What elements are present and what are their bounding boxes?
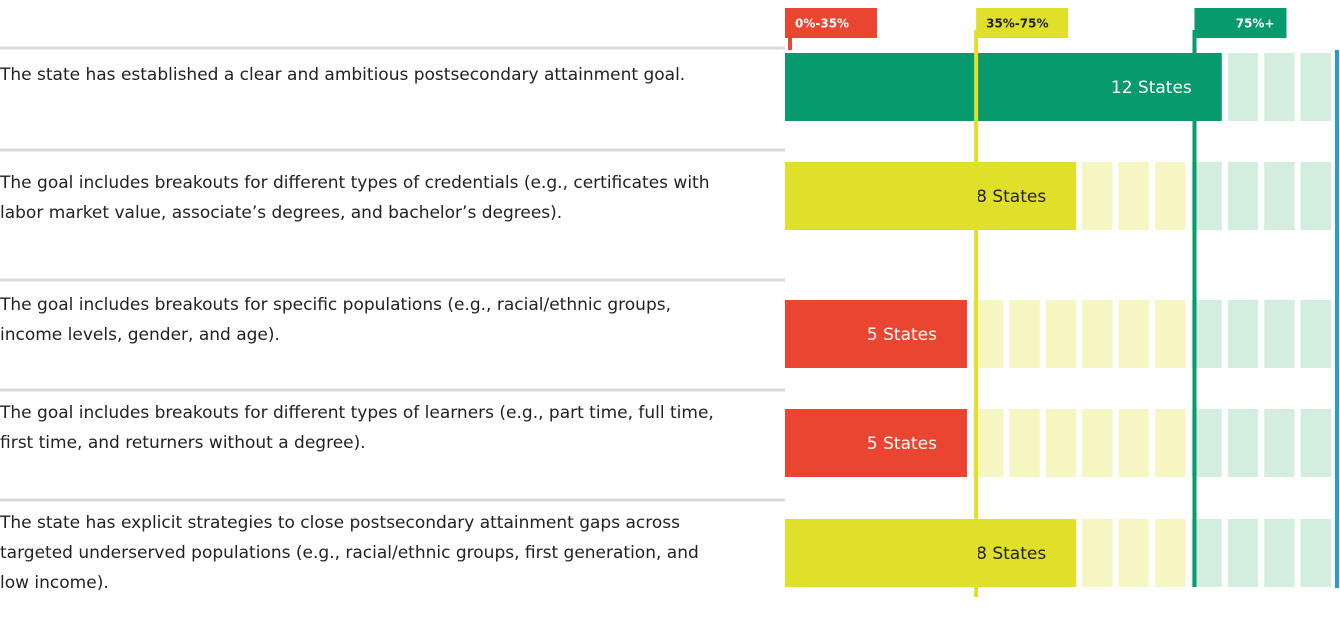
value-label: 8 States	[976, 544, 1046, 564]
bar	[785, 300, 967, 368]
empty-cell	[1155, 300, 1186, 368]
category-label: The goal includes breakouts for specific…	[0, 295, 671, 345]
category-label: The goal includes breakouts for differen…	[0, 403, 714, 453]
empty-cell	[1264, 519, 1295, 587]
empty-cell	[1300, 53, 1331, 121]
empty-cell	[1155, 519, 1186, 587]
empty-cell	[1227, 300, 1259, 368]
empty-cell	[1118, 519, 1149, 587]
value-label: 8 States	[976, 187, 1046, 207]
empty-cell	[1118, 300, 1149, 368]
empty-cell	[1300, 409, 1331, 477]
empty-cell	[1082, 409, 1113, 477]
empty-cell	[1300, 162, 1331, 230]
empty-cell	[1009, 409, 1040, 477]
empty-cell	[1155, 409, 1186, 477]
bar	[785, 409, 967, 477]
empty-cell	[1300, 300, 1331, 368]
value-label: 12 States	[1111, 78, 1192, 98]
threshold-tag	[976, 8, 1069, 38]
empty-cell	[1264, 162, 1295, 230]
empty-cell	[1227, 409, 1259, 477]
empty-cell	[1082, 300, 1113, 368]
empty-cell	[1045, 300, 1077, 368]
empty-cell	[1264, 53, 1295, 121]
threshold-label: 0%-35%	[795, 17, 849, 31]
category-label: The state has established a clear and am…	[0, 65, 686, 85]
threshold-tag	[1194, 8, 1287, 38]
empty-cell	[1009, 300, 1040, 368]
threshold-tag	[785, 8, 877, 38]
bar	[785, 162, 1077, 230]
threshold-label: 75%+	[1236, 17, 1275, 31]
empty-cell	[1227, 519, 1259, 587]
empty-cell	[1082, 162, 1113, 230]
threshold-label: 35%-75%	[986, 17, 1048, 31]
value-label: 5 States	[867, 434, 937, 454]
bar	[785, 519, 1077, 587]
empty-cell	[1118, 162, 1149, 230]
bar	[785, 53, 1222, 121]
empty-cell	[1082, 519, 1113, 587]
empty-cell	[1264, 300, 1295, 368]
value-label: 5 States	[867, 325, 937, 345]
category-label: The state has explicit strategies to clo…	[0, 513, 699, 593]
empty-cell	[1227, 162, 1259, 230]
category-label: The goal includes breakouts for differen…	[0, 173, 710, 223]
empty-cell	[1264, 409, 1295, 477]
empty-cell	[1300, 519, 1331, 587]
empty-cell	[1118, 409, 1149, 477]
empty-cell	[1227, 53, 1259, 121]
empty-cell	[1045, 409, 1077, 477]
empty-cell	[1155, 162, 1186, 230]
